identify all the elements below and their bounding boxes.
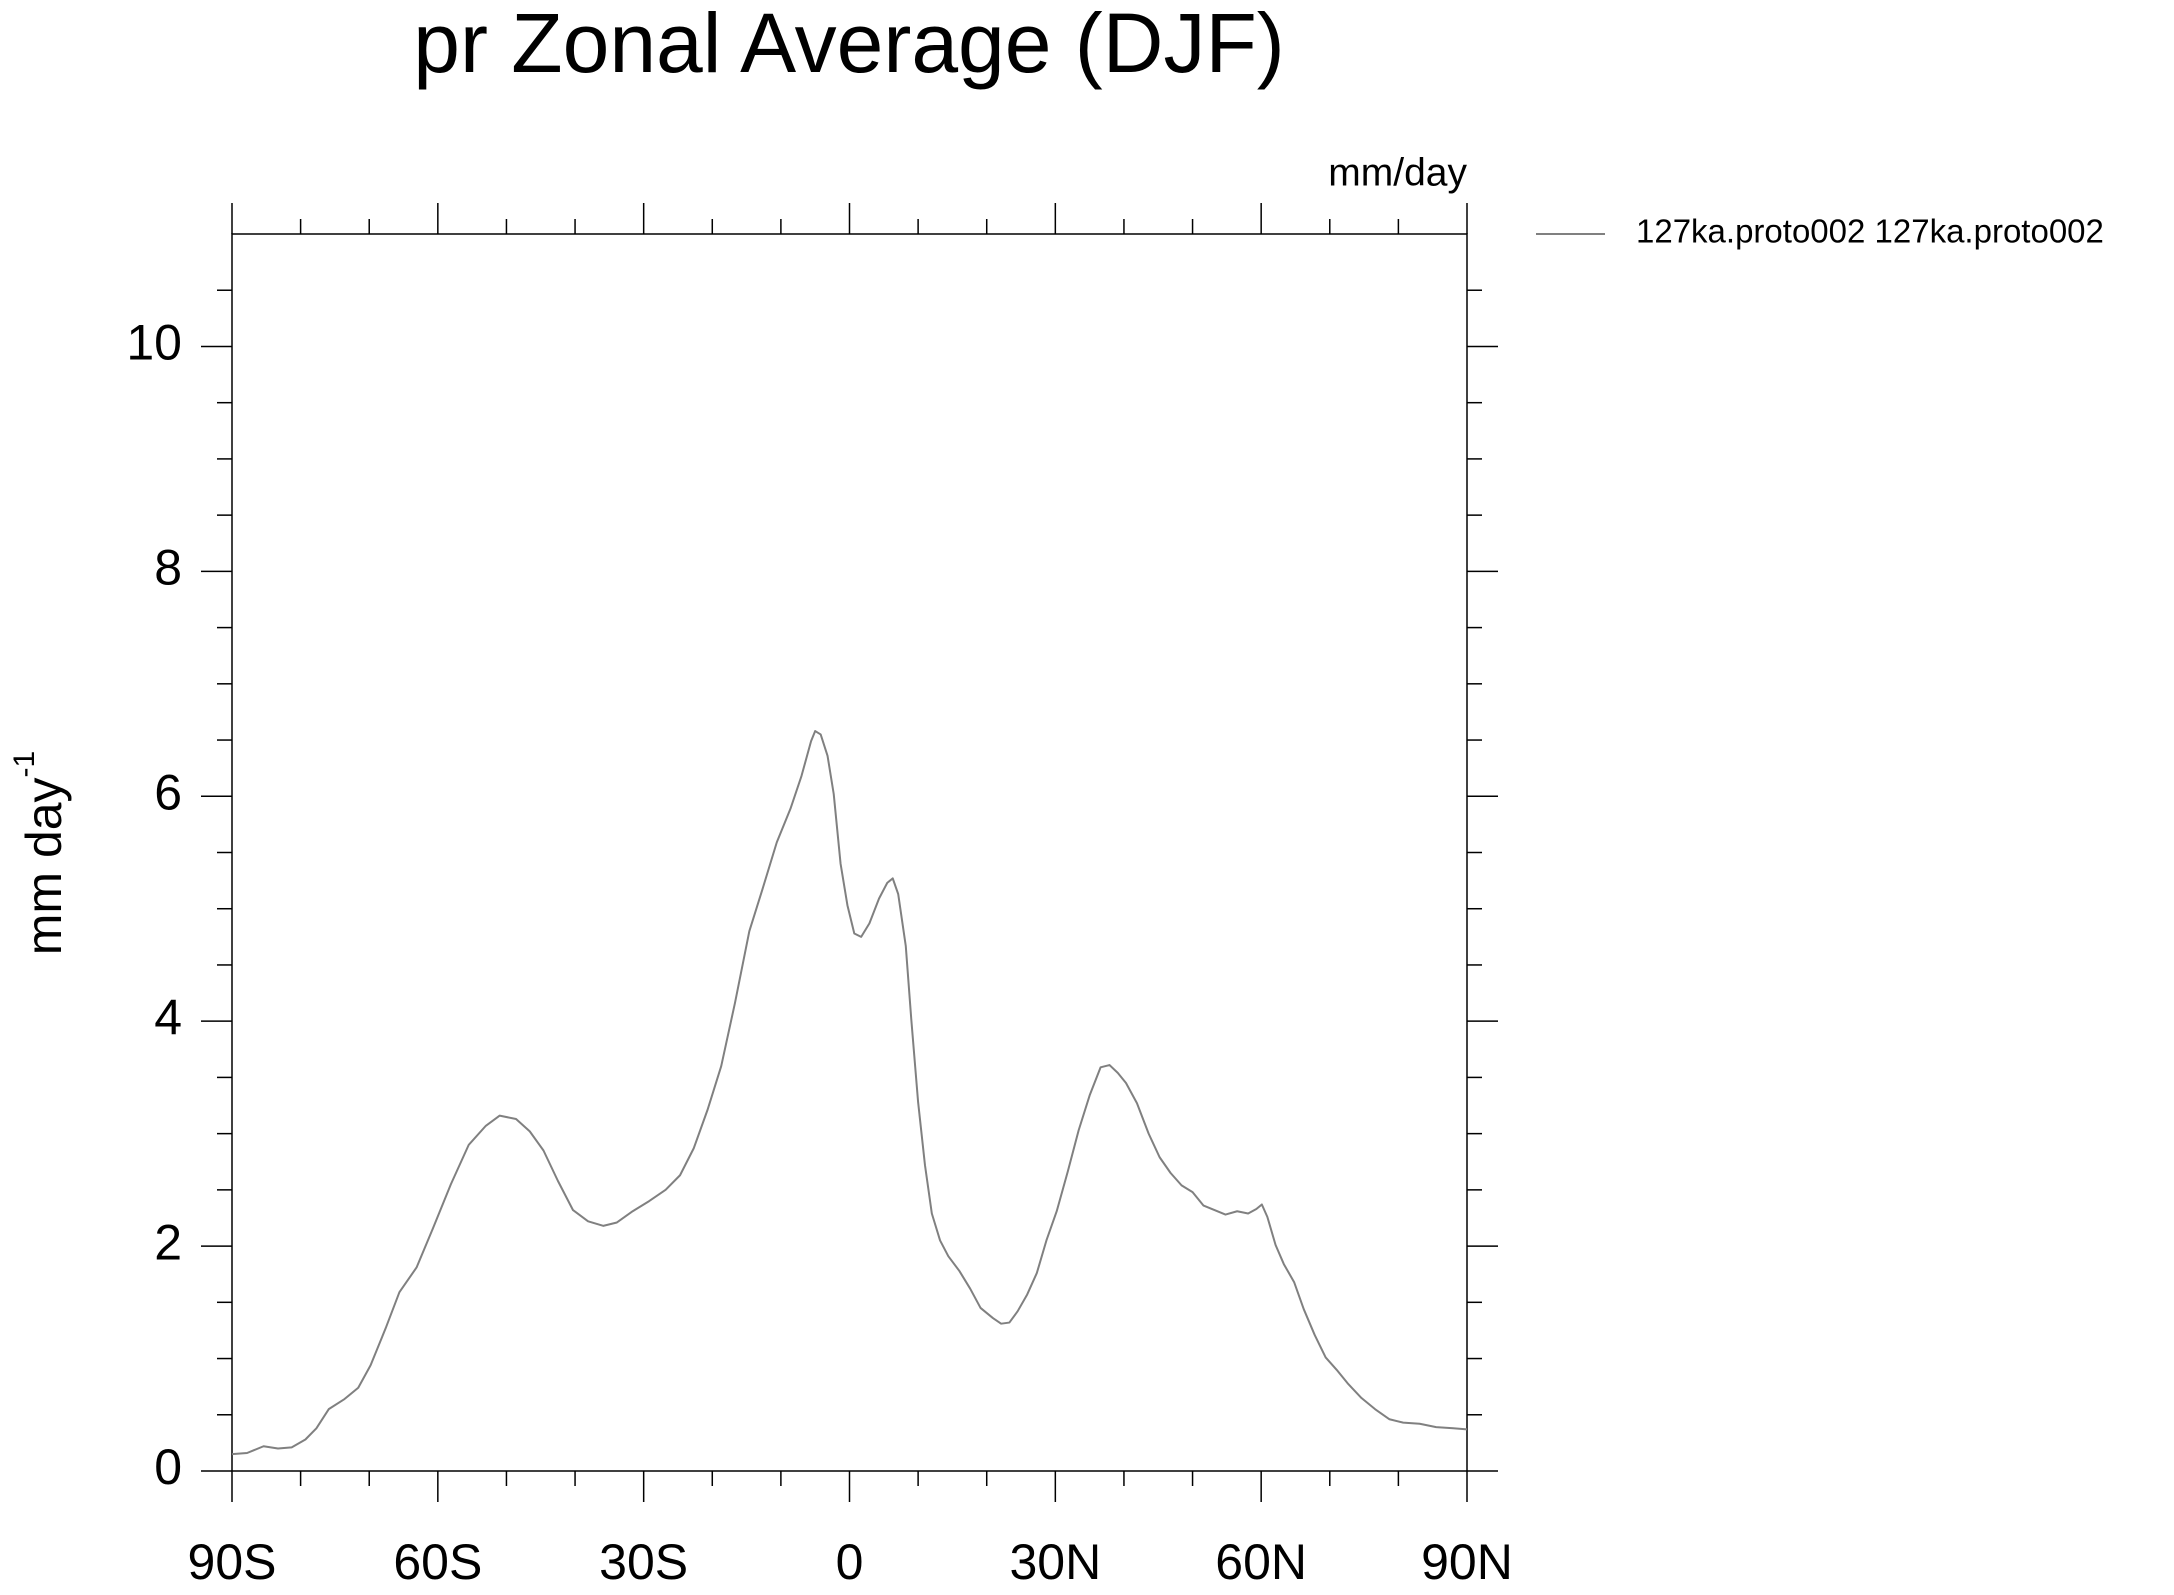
y-tick-label: 2	[154, 1214, 182, 1270]
chart-title: pr Zonal Average (DJF)	[413, 0, 1284, 90]
data-line	[231, 730, 1468, 1456]
y-tick-label: 4	[154, 989, 182, 1045]
x-tick-label: 60N	[1215, 1534, 1307, 1590]
y-tick-label: 10	[126, 315, 182, 371]
y-tick-label: 0	[154, 1439, 182, 1495]
x-tick-label: 30S	[599, 1534, 688, 1590]
y-axis-label-text: mm day	[16, 777, 72, 955]
y-tick-label: 8	[154, 540, 182, 596]
y-axis-label: mm day-1	[8, 751, 72, 956]
x-tick-label: 60S	[393, 1534, 482, 1590]
y-axis-label-superscript: -1	[8, 751, 41, 778]
y-tick-label: 6	[154, 764, 182, 820]
x-tick-label: 0	[836, 1534, 864, 1590]
x-tick-label: 90N	[1421, 1534, 1513, 1590]
legend-label: 127ka.proto002 127ka.proto002	[1636, 213, 2104, 250]
x-tick-label: 30N	[1009, 1534, 1101, 1590]
units-label: mm/day	[1328, 151, 1467, 194]
plot-frame	[231, 233, 1468, 1472]
x-tick-label: 90S	[188, 1534, 277, 1590]
